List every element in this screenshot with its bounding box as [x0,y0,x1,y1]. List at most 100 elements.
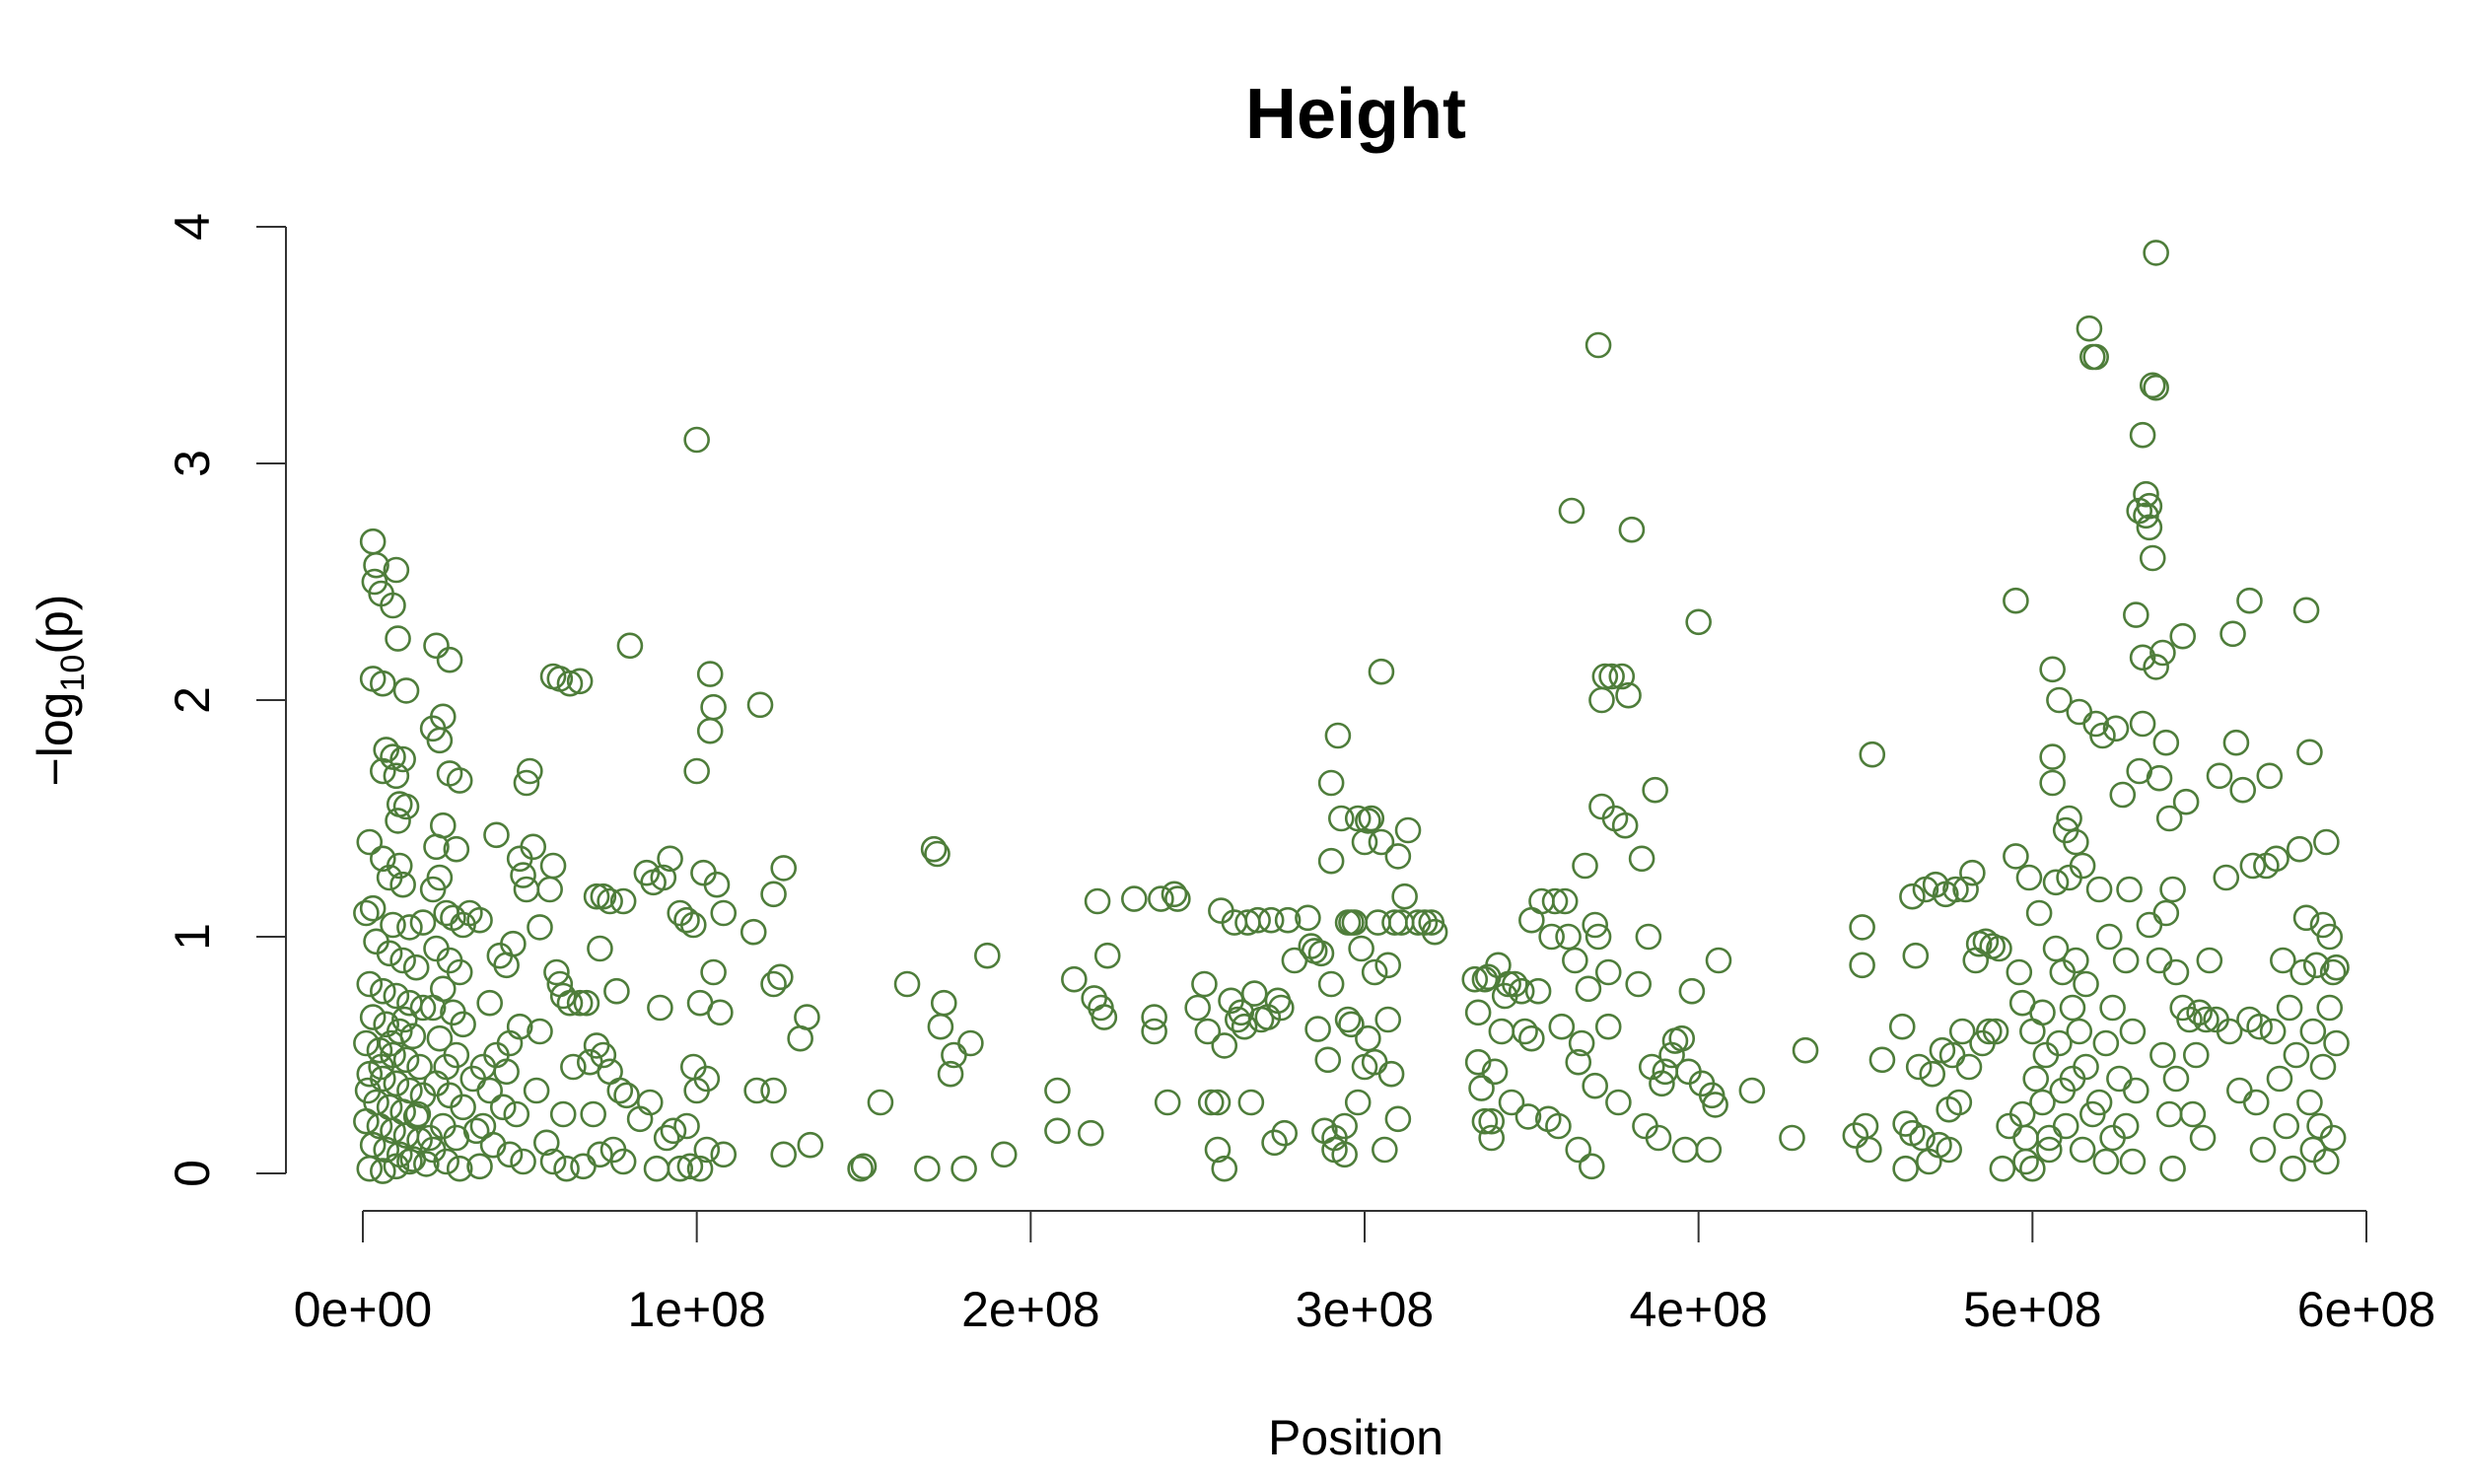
data-point [1374,1006,1402,1033]
x-tick-label: 1e+08 [627,1282,765,1337]
data-point [1498,1089,1525,1116]
data-point [2213,864,2240,891]
data-point [2059,994,2086,1022]
data-point [419,876,447,903]
data-point [1678,977,1706,1005]
data-point [1582,911,1608,939]
data-point [476,1077,503,1104]
data-point [1368,828,1395,856]
y-tick-label: 0 [165,1160,220,1187]
data-point [1568,1029,1595,1057]
data-point [2019,1155,2046,1182]
data-point [2259,1018,2287,1045]
data-point [1077,1119,1104,1147]
data-point [378,1029,405,1057]
data-point [850,1153,878,1180]
data-point [1528,887,1555,915]
data-point [1481,1058,1509,1086]
data-point [1548,1013,1576,1040]
data-point [683,757,710,785]
data-point [1502,970,1528,998]
data-point [1888,1013,1916,1040]
data-point [396,914,423,941]
data-point [1161,881,1188,908]
data-point [2073,1053,2099,1081]
data-point [446,1155,473,1182]
data-point [2149,1041,2176,1069]
data-point [1792,1036,1819,1064]
data-point [683,1077,710,1104]
data-point [676,1153,704,1180]
data-point [2069,852,2096,880]
data-point [2292,904,2320,932]
data-point [1154,1089,1181,1116]
data-point [1274,906,1302,934]
data-point [760,881,787,908]
data-point [937,1060,964,1088]
data-point [2299,1018,2327,1045]
data-point [2316,923,2344,951]
data-point [489,1094,517,1121]
data-point [383,1070,410,1097]
data-point [1464,999,1492,1026]
data-point [483,821,510,849]
data-point [1942,876,1969,903]
data-point [450,1094,476,1121]
data-point [500,930,527,957]
data-point [686,989,714,1017]
data-point [419,994,447,1022]
data-point [2139,544,2166,572]
data-point [1779,1124,1805,1152]
data-point [2143,374,2169,401]
data-point [2099,994,2126,1022]
data-point [2006,958,2033,986]
data-point [366,1112,393,1140]
data-point [1558,497,1585,525]
data-point [2035,1136,2063,1164]
data-point [1545,1112,1572,1140]
data-point [2076,315,2103,342]
data-point [389,871,416,898]
data-point [2319,1124,2347,1152]
data-point [1141,1004,1167,1030]
data-point [1211,1032,1238,1059]
data-point [2102,715,2130,742]
data-point [710,1141,738,1168]
data-point [2029,1089,2056,1116]
data-point [1304,1016,1331,1042]
data-point [740,918,767,946]
data-point [2063,828,2089,856]
data-point [1327,805,1355,832]
data-point [2146,947,2173,974]
data-point [1348,935,1374,962]
data-point [2046,1029,2073,1057]
data-point [370,670,396,697]
data-point [2222,729,2250,756]
data-point [1551,887,1579,915]
data-point [1394,816,1422,844]
data-point [2052,1112,2079,1140]
data-point [2280,1155,2306,1182]
data-point [549,982,577,1010]
data-point [867,1089,894,1116]
data-point [1044,1117,1071,1145]
data-point [746,691,774,719]
data-point [636,1089,664,1116]
data-point [380,743,406,770]
data-point [1141,1018,1167,1045]
data-point [2249,1136,2277,1164]
data-point [462,1117,490,1145]
data-point [443,835,470,863]
data-point [2039,656,2066,683]
data-point [2216,1018,2243,1045]
data-point [1307,940,1335,967]
data-point [527,914,553,941]
data-point [2276,994,2303,1022]
data-point [466,1153,493,1180]
data-point [767,963,794,991]
data-point [1585,331,1612,359]
data-point [392,677,420,704]
data-point [406,1053,433,1081]
data-point [1324,722,1352,749]
